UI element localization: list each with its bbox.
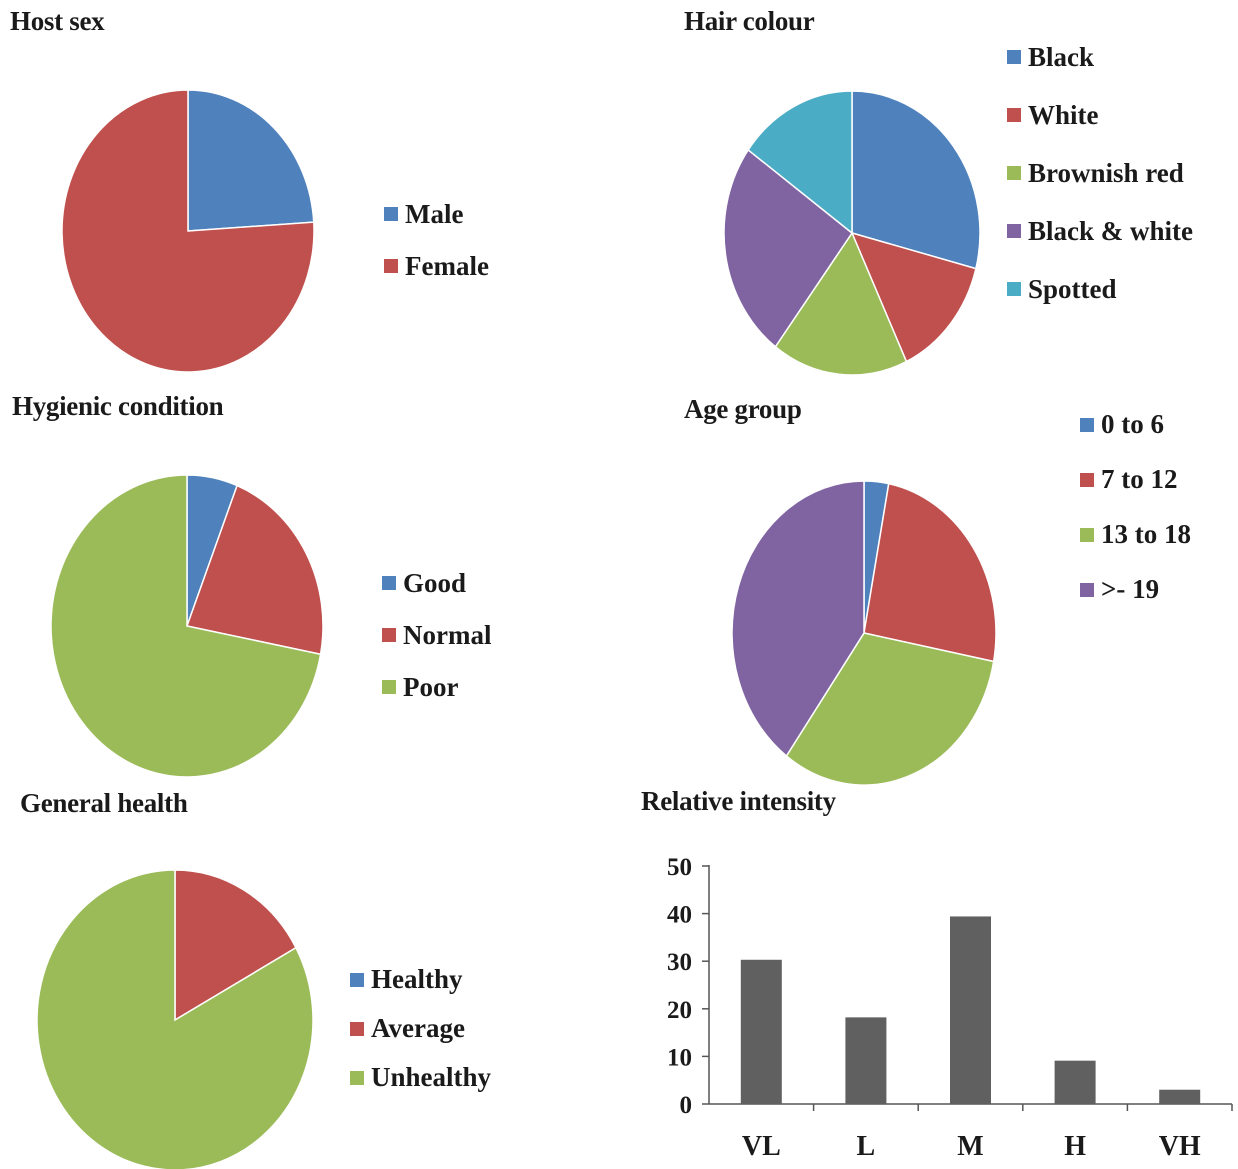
legend-label: Male — [405, 198, 464, 229]
legend-item-poor: Poor — [382, 661, 491, 713]
pie-slice-normal — [186, 484, 324, 656]
pie-slice-19 — [731, 480, 865, 758]
pie-slice-spotted — [747, 90, 853, 235]
legend-item-unhealthy: Unhealthy — [350, 1053, 491, 1102]
chart-title: Age group — [684, 394, 802, 424]
legend-swatch — [1080, 472, 1094, 487]
pie-slice-unhealthy — [36, 869, 314, 1169]
x-tick-label: VH — [1159, 1131, 1201, 1162]
pie-slice-7-to-12 — [863, 482, 997, 663]
legend-item-brownish-red: Brownish red — [1007, 144, 1193, 202]
y-tick-label: 10 — [667, 1044, 692, 1071]
chart-title: Hygienic condition — [12, 391, 224, 421]
legend-swatch — [1080, 527, 1094, 542]
legend-hygienic-condition: Good Normal Poor — [382, 557, 491, 713]
pie-slice-female — [61, 89, 315, 373]
legend-label: Spotted — [1028, 273, 1117, 304]
legend-item-spotted: Spotted — [1007, 260, 1193, 318]
legend-label: Black — [1028, 41, 1095, 72]
legend-item-7-to-12: 7 to 12 — [1080, 452, 1191, 507]
legend-host-sex: Male Female — [384, 188, 489, 292]
x-tick-label: VL — [742, 1131, 781, 1162]
legend-item-male: Male — [384, 188, 489, 240]
legend-swatch — [350, 972, 364, 987]
legend-label: Average — [371, 1013, 465, 1043]
legend-label: Good — [403, 567, 467, 598]
legend-label: 0 to 6 — [1101, 409, 1164, 439]
legend-general-health: Healthy Average Unhealthy — [350, 955, 491, 1102]
x-tick-label: M — [957, 1131, 983, 1162]
pie-slice-brownish-red — [774, 231, 908, 376]
legend-label: >- 19 — [1101, 574, 1160, 604]
chart-title: General health — [20, 788, 188, 818]
legend-item-13-to-18: 13 to 18 — [1080, 507, 1191, 562]
legend-swatch — [384, 207, 398, 221]
legend-item-female: Female — [384, 240, 489, 292]
legend-swatch — [350, 1070, 364, 1085]
legend-label: Poor — [403, 671, 459, 702]
pie-slice-white — [850, 231, 977, 363]
bar-vl — [740, 959, 782, 1104]
legend-swatch — [350, 1021, 364, 1036]
y-tick-label: 50 — [667, 854, 692, 881]
legend-swatch — [382, 576, 396, 590]
bar-h — [1054, 1060, 1096, 1104]
legend-swatch — [1007, 282, 1021, 296]
legend-label: Healthy — [371, 964, 463, 994]
legend-item-good: Good — [382, 557, 491, 609]
legend-label: Brownish red — [1028, 157, 1184, 188]
chart-title: Hair colour — [684, 6, 815, 36]
legend-swatch — [1007, 166, 1021, 180]
legend-item-black-white: Black & white — [1007, 202, 1193, 260]
chart-title: Relative intensity — [641, 786, 836, 816]
pie-slice-black-white — [723, 148, 854, 348]
legend-swatch — [382, 628, 396, 642]
legend-label: Unhealthy — [371, 1062, 492, 1092]
pie-slice-13-to-18 — [785, 632, 995, 786]
legend-swatch — [1007, 50, 1021, 64]
chart-title: Host sex — [10, 6, 105, 36]
legend-swatch — [1080, 417, 1094, 432]
pie-slice-poor — [50, 474, 322, 778]
pie-slice-male — [187, 89, 315, 232]
y-tick-label: 0 — [680, 1092, 693, 1119]
legend-label: 13 to 18 — [1101, 519, 1191, 549]
x-tick-label: L — [857, 1131, 876, 1162]
x-tick-label: H — [1064, 1131, 1086, 1162]
legend-swatch — [1007, 108, 1021, 122]
legend-item-19: >- 19 — [1080, 562, 1191, 617]
bar-vh — [1159, 1089, 1201, 1104]
legend-item-white: White — [1007, 86, 1193, 144]
legend-label: Female — [405, 250, 489, 281]
legend-hair-colour: Black White Brownish red Black & white Spott… — [1007, 28, 1193, 318]
legend-swatch — [382, 680, 396, 694]
legend-swatch — [1080, 582, 1094, 597]
bar-l — [845, 1017, 887, 1104]
pie-slice-black — [851, 90, 981, 270]
legend-age-group: 0 to 6 7 to 12 13 to 18 >- 19 — [1080, 397, 1191, 617]
legend-item-healthy: Healthy — [350, 955, 491, 1004]
legend-item-normal: Normal — [382, 609, 491, 661]
legend-swatch — [1007, 224, 1021, 238]
legend-label: 7 to 12 — [1101, 464, 1178, 494]
y-tick-label: 40 — [667, 902, 692, 929]
legend-label: White — [1028, 99, 1099, 130]
pie-slice-average — [174, 869, 297, 1022]
y-tick-label: 30 — [667, 949, 692, 976]
bar-m — [950, 916, 991, 1104]
legend-item-average: Average — [350, 1004, 491, 1053]
y-tick-label: 20 — [667, 997, 692, 1024]
legend-label: Normal — [403, 619, 492, 650]
legend-item-0-to-6: 0 to 6 — [1080, 397, 1191, 452]
legend-label: Black & white — [1028, 215, 1193, 246]
legend-item-black: Black — [1007, 28, 1193, 86]
legend-swatch — [384, 259, 398, 273]
